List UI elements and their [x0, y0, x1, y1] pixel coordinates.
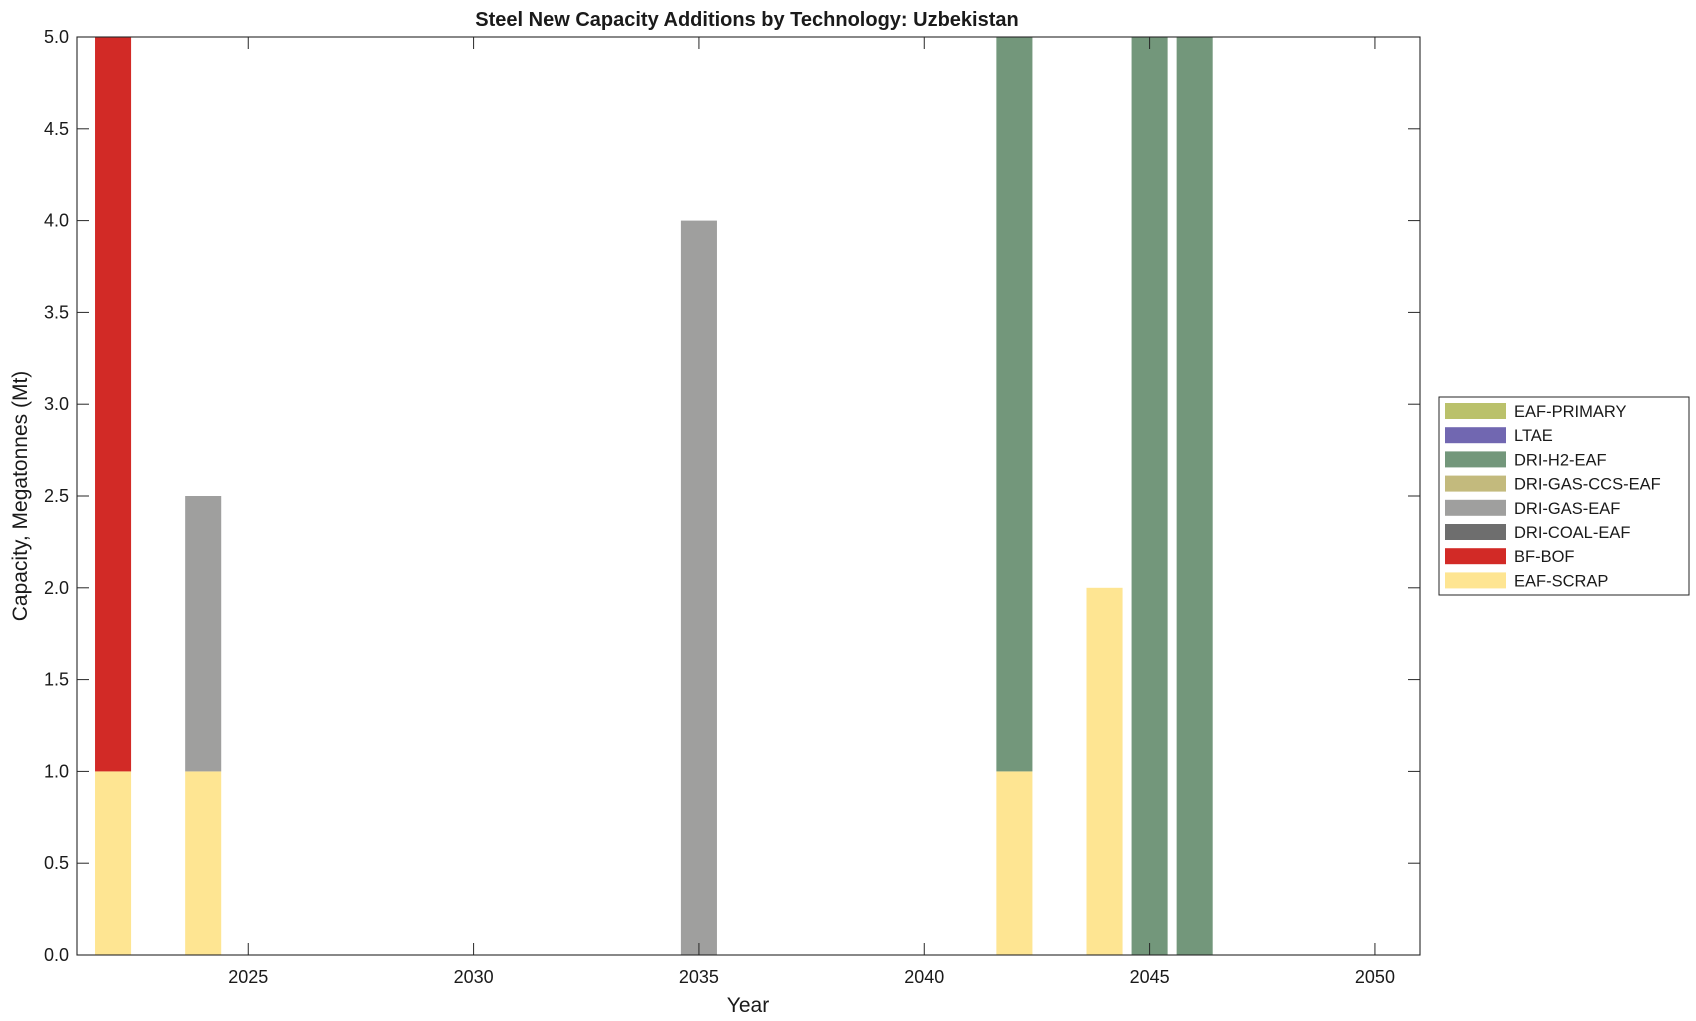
y-tick-label: 0.5 — [44, 853, 69, 873]
legend-label-dri-gas-eaf: DRI-GAS-EAF — [1514, 500, 1620, 518]
y-tick-label: 4.0 — [44, 211, 69, 231]
bar-dri-h2-eaf-2042 — [996, 37, 1033, 772]
legend-swatch-dri-gas-eaf — [1445, 499, 1506, 516]
y-tick-label: 3.5 — [44, 302, 69, 322]
x-tick-label: 2030 — [454, 967, 494, 987]
bar-eaf-scrap-2044 — [1086, 587, 1123, 955]
y-tick-label: 0.0 — [44, 945, 69, 965]
y-tick-label: 2.0 — [44, 578, 69, 598]
y-tick-label: 5.0 — [44, 27, 69, 47]
legend-label-bf-bof: BF-BOF — [1514, 548, 1575, 566]
legend-swatch-dri-h2-eaf — [1445, 451, 1506, 468]
x-tick-label: 2025 — [228, 967, 268, 987]
y-tick-label: 1.5 — [44, 670, 69, 690]
bar-bf-bof-2022 — [95, 37, 132, 772]
x-axis-label: Year — [727, 994, 769, 1017]
legend-items: EAF-PRIMARY LTAE DRI-H2-EAF DRI-GAS-CCS-EAF… — [1445, 403, 1661, 590]
legend-swatch-dri-gas-ccs-eaf — [1445, 475, 1506, 492]
bars-layer — [95, 37, 1213, 956]
y-tick-label: 1.0 — [44, 761, 69, 781]
y-tick-label: 3.0 — [44, 394, 69, 414]
y-axis-tick-labels: 0.0 0.5 1.0 1.5 2.0 2.5 3.0 3.5 4.0 4.5 5.0 — [44, 27, 69, 965]
legend-label-dri-coal-eaf: DRI-COAL-EAF — [1514, 524, 1630, 542]
y-tick-label: 4.5 — [44, 119, 69, 139]
legend-swatch-bf-bof — [1445, 548, 1506, 565]
plot-area-frame — [76, 36, 1421, 956]
legend-swatch-eaf-primary — [1445, 403, 1506, 419]
y-axis-label: Capacity, Megatonnes (Mt) — [9, 371, 32, 622]
bar-eaf-scrap-2024 — [185, 771, 222, 955]
x-tick-label: 2045 — [1130, 967, 1170, 987]
x-tick-label: 2035 — [679, 967, 719, 987]
legend-label-dri-gas-ccs-eaf: DRI-GAS-CCS-EAF — [1514, 476, 1661, 494]
axis-ticks — [77, 36, 1420, 956]
bar-dri-gas-eaf-2035 — [680, 220, 717, 956]
legend-swatch-ltae — [1445, 427, 1506, 444]
legend-label-dri-h2-eaf: DRI-H2-EAF — [1514, 451, 1607, 469]
legend: EAF-PRIMARY LTAE DRI-H2-EAF DRI-GAS-CCS-EAF… — [1438, 396, 1690, 596]
legend-swatch-dri-coal-eaf — [1445, 524, 1506, 540]
legend-label-eaf-scrap: EAF-SCRAP — [1514, 572, 1608, 590]
bar-eaf-scrap-2022 — [95, 771, 132, 955]
bar-eaf-scrap-2042 — [996, 771, 1033, 955]
chart-title: Steel New Capacity Additions by Technolo… — [475, 9, 1018, 31]
legend-label-ltae: LTAE — [1514, 427, 1553, 445]
bar-dri-h2-eaf-2046 — [1176, 37, 1213, 955]
legend-label-eaf-primary: EAF-PRIMARY — [1514, 403, 1626, 421]
x-tick-label: 2040 — [904, 967, 944, 987]
bar-dri-h2-eaf-2045 — [1131, 37, 1168, 955]
x-axis-tick-labels: 2025 2030 2035 2040 2045 2050 — [228, 967, 1395, 987]
x-tick-label: 2050 — [1355, 967, 1395, 987]
legend-swatch-eaf-scrap — [1445, 572, 1506, 589]
y-tick-label: 2.5 — [44, 486, 69, 506]
bar-dri-gas-eaf-2024 — [185, 496, 222, 772]
